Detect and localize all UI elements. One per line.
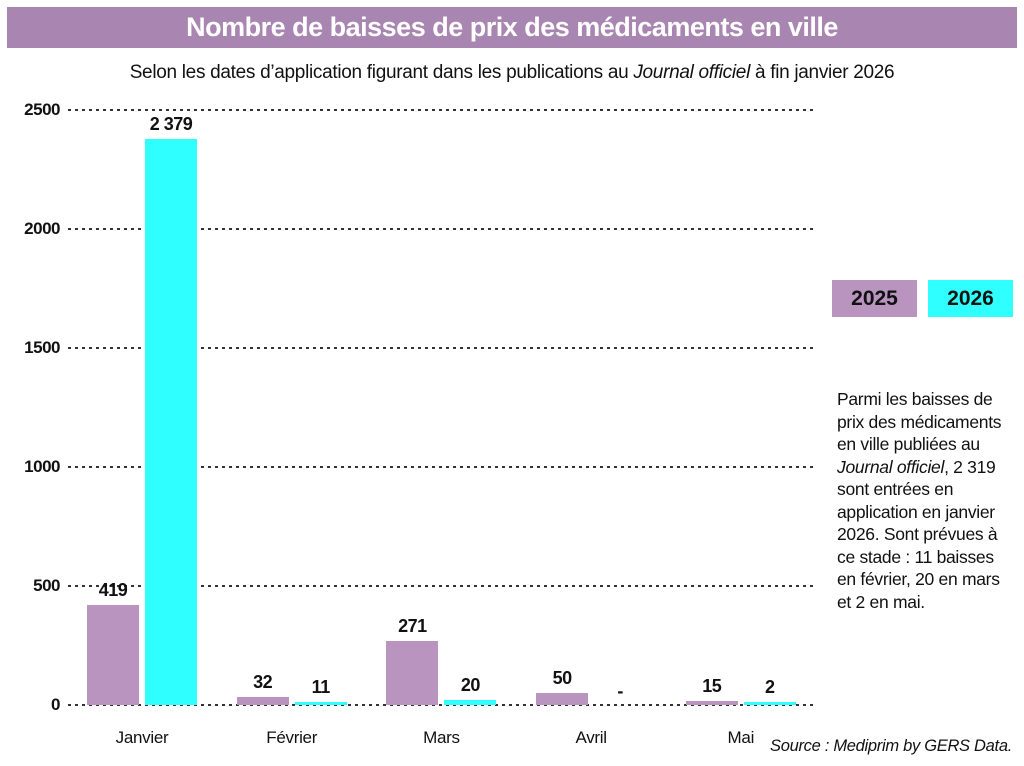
value-label-2025-mai: 15 (702, 676, 722, 697)
source-credit: Source : Mediprim by GERS Data. (770, 737, 1012, 755)
value-label-2026-mars: 20 (460, 675, 481, 696)
legend-item-2025: 2025 (832, 280, 917, 317)
y-axis-tick-1500: 1500 (24, 338, 60, 357)
bar-2026-fevrier (294, 702, 347, 705)
chart-subtitle: Selon les dates d’application figurant d… (0, 62, 1024, 84)
gridline-500 (68, 585, 815, 587)
annotation-text: Parmi les baisses de prix des médicament… (837, 388, 1013, 613)
bar-2025-fevrier (236, 697, 289, 705)
bar-2025-mai (685, 701, 738, 705)
gridline-2500 (68, 109, 815, 111)
bar-2025-mars (386, 640, 439, 705)
value-label-2026-janvier: 2 379 (149, 113, 193, 134)
annotation-suffix: , 2 319 sont entrées en application en j… (837, 456, 1000, 612)
value-label-2025-janvier: 419 (98, 580, 128, 601)
legend-item-2026: 2026 (928, 280, 1013, 317)
x-axis-label-avril: Avril (575, 728, 607, 747)
value-label-2025-fevrier: 32 (253, 672, 273, 693)
bar-2026-mars (444, 700, 497, 705)
x-axis-label-mars: Mars (423, 728, 460, 747)
gridline-0 (68, 704, 815, 706)
annotation-italic: Journal officiel (837, 456, 945, 477)
bar-2026-janvier (145, 138, 197, 705)
legend-label-2025: 2025 (851, 286, 898, 310)
y-axis-tick-2000: 2000 (24, 219, 60, 238)
value-label-2025-avril: 50 (552, 668, 573, 689)
legend-label-2026: 2026 (947, 286, 994, 310)
bar-2026-mai (743, 702, 796, 705)
value-label-2026-fevrier: 11 (311, 677, 331, 697)
page-title: Nombre de baisses de prix des médicament… (186, 12, 838, 42)
bar-2025-avril (536, 693, 589, 705)
y-axis-tick-1000: 1000 (24, 457, 60, 476)
title-bar: Nombre de baisses de prix des médicament… (7, 7, 1017, 48)
x-axis-label-janvier: Janvier (115, 728, 169, 747)
annotation-prefix: Parmi les baisses de prix des médicament… (837, 389, 1002, 454)
x-axis-label-mai: Mai (727, 728, 755, 747)
subtitle-italic: Journal officiel (633, 62, 750, 83)
gridline-2000 (68, 228, 815, 230)
y-axis-tick-500: 500 (33, 576, 60, 595)
subtitle-suffix: à fin janvier 2026 (750, 62, 895, 83)
y-axis-tick-0: 0 (51, 695, 60, 714)
value-label-2026-mai: 2 (765, 677, 775, 697)
bar-2025-janvier (87, 605, 139, 705)
gridline-1000 (68, 466, 815, 468)
x-axis-label-fevrier: Février (266, 728, 318, 747)
value-label-2025-mars: 271 (398, 615, 427, 636)
subtitle-text: Selon les dates d’application figurant d… (129, 62, 634, 83)
gridline-1500 (68, 347, 815, 349)
y-axis-tick-2500: 2500 (24, 100, 60, 119)
value-label-2026-avril: - (617, 681, 623, 701)
